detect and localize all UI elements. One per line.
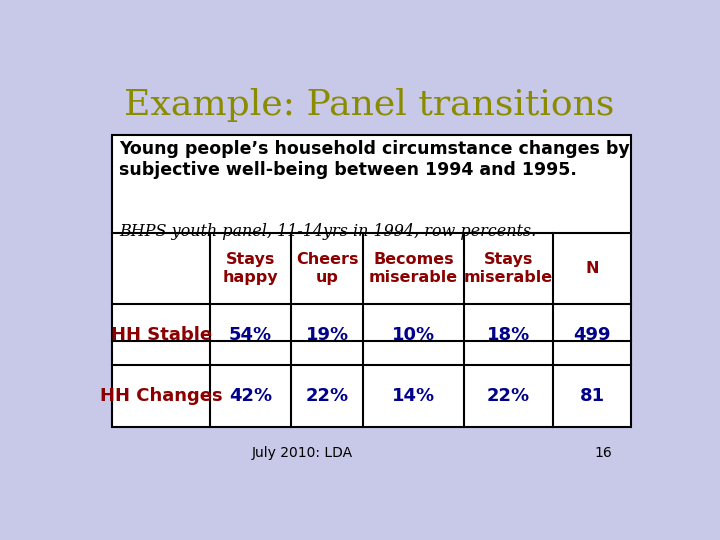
Text: HH Changes: HH Changes [100, 387, 222, 405]
Text: 16: 16 [595, 446, 612, 460]
Text: BHPS youth panel, 11-14yrs in 1994, row percents.: BHPS youth panel, 11-14yrs in 1994, row … [119, 223, 536, 240]
Text: 22%: 22% [305, 387, 348, 405]
Text: Example: Panel transitions: Example: Panel transitions [124, 87, 614, 122]
FancyBboxPatch shape [112, 136, 631, 427]
Text: July 2010: LDA: July 2010: LDA [251, 446, 353, 460]
Text: 42%: 42% [229, 387, 272, 405]
Text: 18%: 18% [487, 326, 530, 343]
Text: Cheers
up: Cheers up [296, 252, 359, 285]
Text: 81: 81 [580, 387, 605, 405]
Text: HH Stable: HH Stable [111, 326, 212, 343]
Text: 14%: 14% [392, 387, 435, 405]
Text: Stays
happy: Stays happy [222, 252, 278, 285]
Text: 10%: 10% [392, 326, 435, 343]
Text: 22%: 22% [487, 387, 530, 405]
Text: 19%: 19% [305, 326, 348, 343]
Text: 499: 499 [573, 326, 611, 343]
Text: Stays
miserable: Stays miserable [464, 252, 553, 285]
Text: Becomes
miserable: Becomes miserable [369, 252, 458, 285]
Text: N: N [585, 261, 599, 276]
Text: Young people’s household circumstance changes by
subjective well-being between 1: Young people’s household circumstance ch… [119, 140, 630, 179]
Text: 54%: 54% [229, 326, 272, 343]
